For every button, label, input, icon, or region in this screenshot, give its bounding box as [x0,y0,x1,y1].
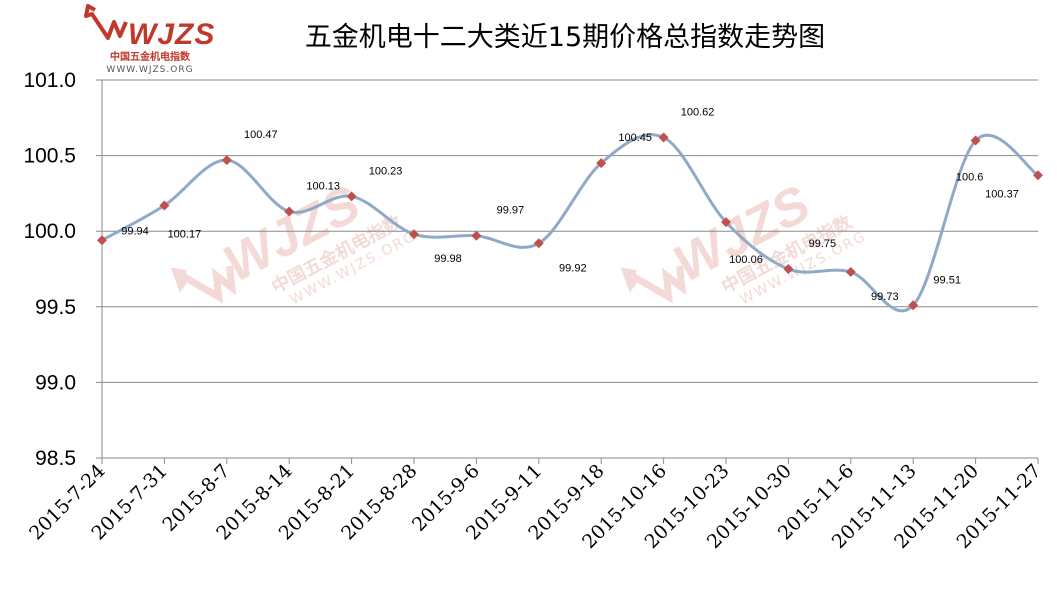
data-label: 99.94 [121,225,149,237]
data-point [159,200,170,211]
chart-title: 五金机电十二大类近15期价格总指数走势图 [305,22,825,53]
logo-url: WWW.WJZS.ORG [106,65,193,75]
data-label: 100.13 [306,181,340,193]
data-point [471,230,482,241]
data-label: 99.51 [933,274,961,286]
data-point [970,135,981,146]
logo-arrow-icon [84,4,128,40]
data-label: 99.92 [559,262,587,274]
logo: WJZS 中国五金机电指数 WWW.WJZS.ORG [84,4,215,75]
logo-brand: WJZS [128,18,215,51]
watermark-arrow-icon [170,265,237,304]
y-tick-label: 101.0 [23,69,76,92]
data-point [97,235,107,246]
data-point [409,229,419,240]
data-point [284,206,295,217]
y-tick-label: 99.5 [35,296,76,319]
data-label: 99.98 [434,253,462,265]
data-label: 100.37 [985,188,1019,200]
data-label: 100.47 [244,129,278,141]
data-label: 100.45 [618,132,652,144]
data-point [1033,170,1043,181]
watermark-arrow-icon [620,265,687,304]
data-label: 99.97 [497,205,525,217]
data-labels: 99.94 100.17 100.47 100.13 100.23 99.98 99.97 9… [121,106,1019,303]
data-point [658,132,669,143]
data-point [783,264,794,274]
x-tick-marks [101,458,1039,464]
logo-subtitle: 中国五金机电指数 [110,50,191,63]
y-tick-labels: 98.5 99.0 99.5 100.0 100.5 101.0 [23,69,76,470]
y-tick-label: 99.0 [35,371,76,394]
gridlines [96,79,1038,459]
data-label: 100.17 [168,228,202,240]
data-point [721,217,731,228]
data-label: 100.06 [729,254,763,266]
data-label: 100.62 [681,106,715,118]
data-point [845,267,856,278]
data-point [908,300,919,311]
y-tick-label: 100.0 [23,220,76,243]
data-point [346,191,357,202]
y-tick-label: 98.5 [35,447,76,470]
x-tick-labels: 2015-7-242015-7-312015-8-72015-8-142015-… [25,460,1045,553]
y-tick-label: 100.5 [23,145,76,168]
data-label: 99.73 [871,291,899,303]
data-label: 100.23 [369,165,403,177]
data-label: 99.75 [809,238,837,250]
series-markers [97,132,1043,311]
data-point [533,238,544,249]
data-label: 100.6 [956,171,984,183]
data-point [596,158,607,169]
data-point [221,155,232,166]
